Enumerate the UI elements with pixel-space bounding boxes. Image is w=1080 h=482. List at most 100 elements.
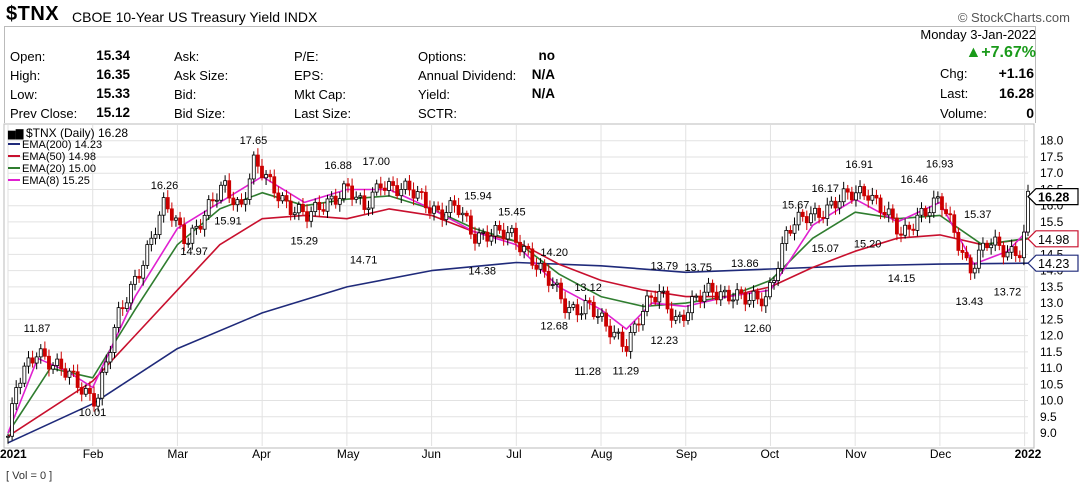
price-bar-body: [813, 207, 817, 215]
price-bar-body: [34, 356, 39, 364]
x-tick-label: Aug: [591, 447, 612, 461]
price-bar-body: [452, 200, 457, 206]
x-tick-label: Nov: [845, 447, 866, 461]
price-bars: [6, 148, 1030, 444]
volume-label: Volume:: [940, 106, 987, 121]
price-bar-body: [288, 200, 293, 215]
price-bar-body: [395, 185, 400, 197]
price-bar-body: [268, 174, 273, 178]
legend-label: EMA(200) 14.23: [22, 139, 102, 151]
ema200-line: [7, 261, 1029, 444]
price-bar-body: [145, 244, 150, 266]
price-bar-body: [280, 195, 285, 202]
price-bar-body: [313, 201, 318, 213]
price-bar-body: [595, 316, 600, 318]
last-size-label: Last Size:: [294, 106, 352, 121]
price-bar-body: [653, 296, 658, 303]
brand-link[interactable]: © StockCharts.com: [957, 10, 1070, 25]
price-bar-body: [284, 195, 289, 202]
y-tick-label: 12.5: [1040, 312, 1064, 326]
price-bar-body: [116, 307, 121, 328]
bid-size-label: Bid Size:: [174, 106, 226, 121]
price-annotation: 17.65: [240, 135, 268, 147]
price-bar-body: [235, 199, 240, 206]
price-bar-body: [514, 227, 518, 243]
price-bar-body: [968, 257, 973, 274]
x-tick-label: Dec: [930, 447, 951, 461]
price-bar-body: [825, 204, 830, 219]
dividend-value: N/A: [531, 67, 555, 82]
price-bar-body: [550, 284, 555, 286]
y-tick-label: 15.5: [1040, 215, 1064, 229]
price-bar-body: [735, 289, 740, 301]
x-tick-label: Oct: [760, 447, 779, 461]
price-bar-body: [780, 243, 785, 269]
price-bar-body: [739, 289, 744, 294]
price-bar-body: [215, 199, 219, 202]
price-bar-body: [22, 365, 27, 384]
chg-label: Chg:: [940, 66, 968, 81]
yield-label: Yield:: [418, 87, 451, 102]
prev-close-value: 15.12: [96, 105, 130, 120]
price-bar-body: [128, 283, 133, 304]
price-bar-body: [108, 352, 113, 363]
legend-label: EMA(20) 15.00: [22, 163, 96, 175]
price-bar-body: [620, 331, 625, 347]
price-annotation: 14.38: [468, 265, 496, 277]
yield-value: N/A: [531, 86, 555, 101]
price-bar-body: [149, 237, 154, 245]
price-bar-body: [743, 292, 748, 305]
price-bar-body: [485, 231, 490, 242]
price-bar-body: [169, 208, 174, 221]
price-annotation: 16.17: [812, 183, 840, 195]
price-bar-body: [907, 224, 912, 230]
price-bar-body: [141, 265, 146, 279]
price-bar-body: [604, 312, 608, 327]
high-label: High:: [10, 68, 41, 83]
y-tick-label: 12.0: [1040, 329, 1064, 343]
price-bar-body: [817, 207, 821, 218]
price-bar-body: [391, 181, 395, 186]
price-bar-body: [448, 200, 453, 213]
price-annotation: 13.75: [684, 262, 712, 274]
y-tick-label: 10.5: [1040, 377, 1064, 391]
price-bar-body: [841, 188, 846, 203]
price-bar-body: [874, 194, 879, 199]
price-bar-body: [333, 195, 338, 205]
price-bar-body: [481, 231, 486, 234]
price-bar-body: [665, 290, 670, 310]
price-bar-body: [542, 262, 547, 272]
price-bar-body: [981, 242, 985, 251]
price-bar-body: [829, 200, 834, 206]
price-bar-body: [935, 196, 940, 199]
price-bar-body: [849, 191, 854, 201]
price-bar-body: [88, 388, 92, 394]
price-bar-body: [661, 290, 666, 293]
price-bar-body: [30, 357, 35, 364]
price-bar-body: [174, 217, 178, 221]
price-bar-body: [649, 295, 654, 298]
price-bar-body: [858, 186, 862, 194]
price-bar-body: [870, 194, 875, 201]
price-bar-body: [645, 295, 649, 312]
price-bar-body: [714, 291, 719, 301]
bid-label: Bid:: [174, 87, 197, 102]
price-bar-body: [747, 300, 752, 305]
y-tick-label: 18.0: [1040, 134, 1064, 148]
price-bar-body: [247, 178, 252, 200]
price-bar-body: [915, 214, 920, 231]
price-bar-body: [903, 224, 908, 236]
price-bar-body: [378, 183, 383, 189]
price-bar-body: [636, 323, 641, 326]
price-annotation: 15.45: [498, 207, 526, 219]
price-bar-body: [534, 264, 539, 270]
price-annotation: 15.29: [291, 236, 319, 248]
price-bar-body: [325, 198, 330, 212]
price-bar-body: [518, 241, 522, 253]
price-bar-body: [690, 296, 694, 314]
price-annotation: 13.86: [731, 258, 759, 270]
price-bar-body: [124, 302, 129, 309]
price-bar-body: [768, 282, 772, 298]
price-bar-body: [505, 232, 510, 240]
